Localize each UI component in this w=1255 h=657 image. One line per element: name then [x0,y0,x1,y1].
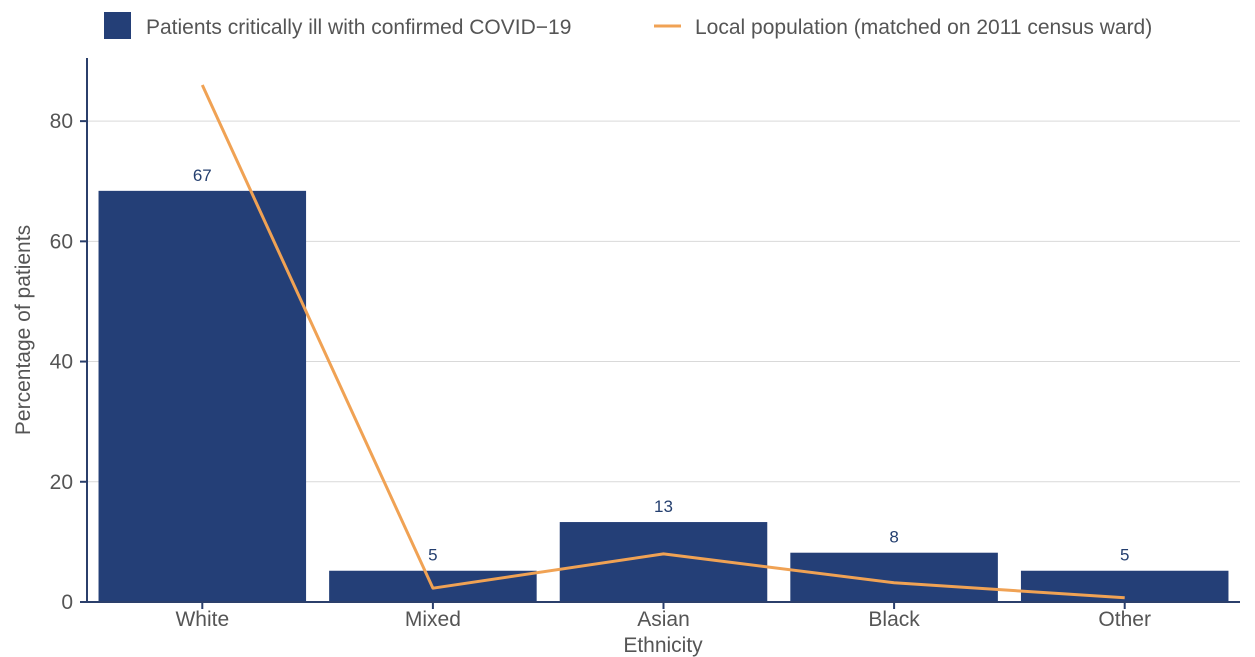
bar-black [790,552,998,602]
x-tick-label-other: Other [1098,608,1151,631]
y-tick-label: 80 [50,110,73,133]
y-tick-label: 20 [50,471,73,494]
data-label-white: 67 [193,166,212,185]
x-axis-title: Ethnicity [623,634,703,657]
legend-swatch-bar [104,12,131,39]
y-axis-title: Percentage of patients [12,225,35,435]
y-tick-label: 0 [61,591,73,614]
x-tick-label-mixed: Mixed [405,608,461,631]
x-tick-label-asian: Asian [637,608,690,631]
bars [98,190,1229,603]
population-line-path [200,84,1125,600]
y-tick-label: 40 [50,351,73,374]
y-ticks: 0 20 40 60 80 [50,110,87,614]
data-label-mixed: 5 [428,546,437,565]
legend-label-line: Local population (matched on 2011 census… [695,16,1152,39]
x-ticks: White Mixed Asian Black Other [175,602,1151,631]
legend: Patients critically ill with confirmed C… [104,12,1152,39]
x-tick-label-white: White [175,608,229,631]
population-line [200,84,1125,600]
data-label-black: 8 [889,528,898,547]
y-tick-label: 60 [50,230,73,253]
bar-white [98,190,307,603]
data-labels: 67 5 13 8 5 [193,166,1130,565]
x-tick-label-black: Black [868,608,920,631]
data-label-asian: 13 [654,497,673,516]
data-label-other: 5 [1120,546,1129,565]
legend-label-bar: Patients critically ill with confirmed C… [146,16,571,39]
